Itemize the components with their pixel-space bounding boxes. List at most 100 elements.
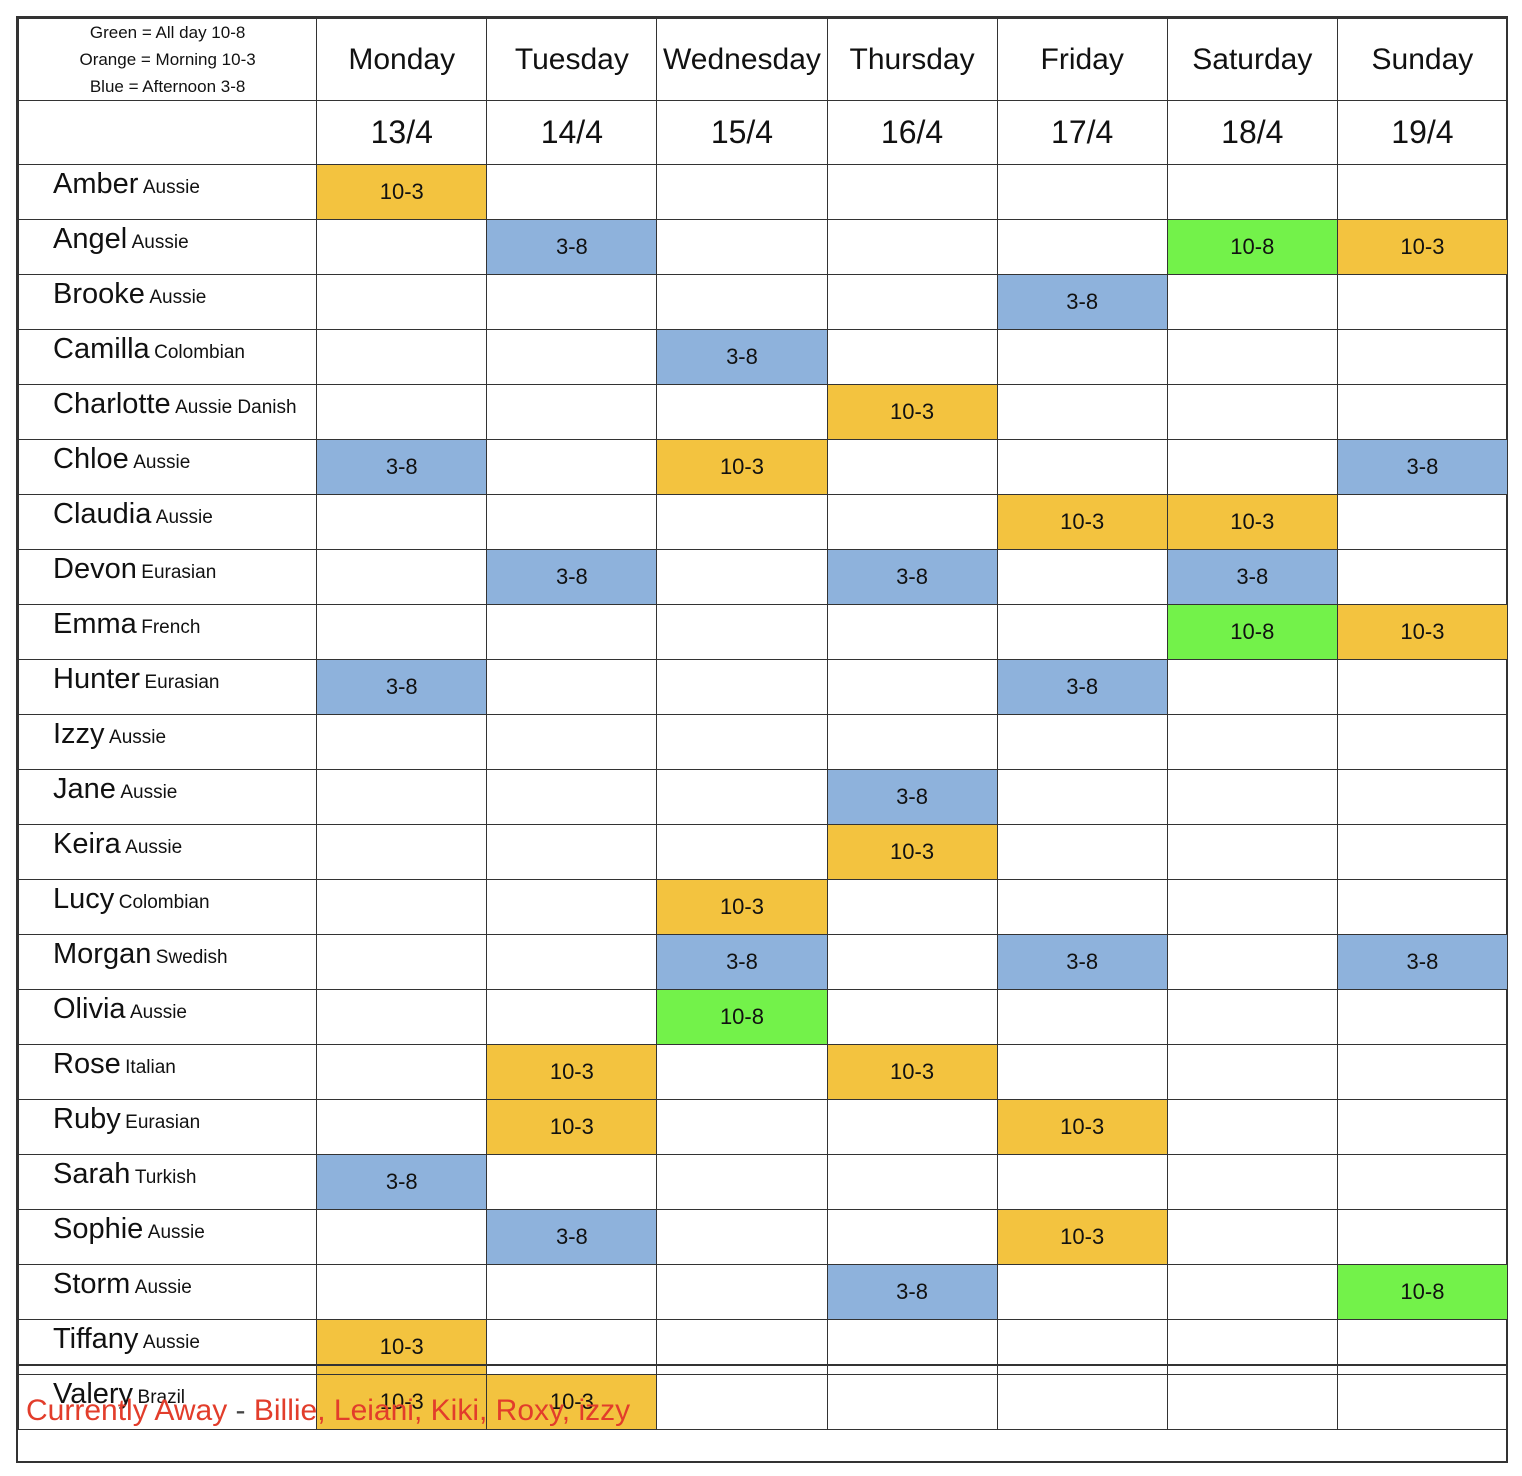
staff-row: Olivia Aussie 10-8	[17, 989, 1509, 1045]
staff-row: Chloe Aussie 3-8 10-3 3-8	[17, 439, 1509, 495]
staff-nationality: Italian	[125, 1057, 176, 1078]
staff-name: Camilla	[53, 333, 150, 365]
shift-cell-friday	[996, 549, 1168, 605]
shift-cell-sunday	[1336, 164, 1509, 220]
shift-cell-saturday	[1166, 769, 1338, 825]
shift-cell-monday: 3-8	[316, 439, 488, 495]
date-header-monday: 13/4	[316, 100, 488, 165]
shift-cell-wednesday	[656, 1209, 828, 1265]
shift-cell-saturday	[1166, 1209, 1338, 1265]
shift-cell-wednesday	[656, 494, 828, 550]
shift-cell-tuesday	[486, 439, 658, 495]
shift-cell-sunday	[1336, 879, 1509, 935]
shift-cell-sunday	[1336, 384, 1509, 440]
shift-cell-tuesday	[486, 934, 658, 990]
staff-nationality: Aussie	[155, 507, 213, 528]
staff-name: Angel	[53, 223, 128, 255]
staff-name: Emma	[53, 608, 137, 640]
shift-cell-wednesday	[656, 604, 828, 660]
staff-name-cell: Claudia Aussie	[17, 494, 318, 550]
away-label: Currently Away	[26, 1394, 228, 1427]
shift-cell-monday	[316, 1099, 488, 1155]
date-header-friday: 17/4	[996, 100, 1168, 165]
staff-name: Devon	[53, 553, 137, 585]
day-header-friday: Friday	[996, 18, 1168, 101]
shift-cell-friday	[996, 989, 1168, 1045]
staff-nationality: Aussie	[120, 782, 178, 803]
shift-cell-sunday	[1336, 274, 1509, 330]
shift-cell-friday	[996, 1154, 1168, 1210]
day-header-wednesday: Wednesday	[656, 18, 828, 101]
staff-nationality: Aussie	[134, 1277, 192, 1298]
shift-cell-friday: 10-3	[996, 1099, 1168, 1155]
staff-name: Chloe	[53, 443, 129, 475]
shift-cell-sunday	[1336, 659, 1509, 715]
shift-cell-thursday	[826, 219, 998, 275]
staff-nationality: Aussie	[131, 232, 189, 253]
shift-cell-friday	[996, 604, 1168, 660]
shift-cell-sunday	[1336, 1209, 1509, 1265]
staff-nationality: Eurasian	[125, 1112, 201, 1133]
shift-cell-friday	[996, 384, 1168, 440]
shift-cell-sunday: 10-8	[1336, 1264, 1509, 1320]
date-header-row: 13/4 14/4 15/4 16/4 17/4 18/4 19/4	[17, 100, 1509, 165]
shift-cell-wednesday: 3-8	[656, 329, 828, 385]
shift-cell-monday	[316, 274, 488, 330]
legend-blue: Blue = Afternoon 3-8	[89, 77, 246, 96]
date-header-sunday: 19/4	[1336, 100, 1509, 165]
staff-row: Angel Aussie 3-8 10-8 10-3	[17, 219, 1509, 275]
shift-cell-thursday	[826, 879, 998, 935]
away-separator: -	[227, 1394, 254, 1427]
legend-orange: Orange = Morning 10-3	[79, 50, 256, 69]
shift-cell-saturday	[1166, 439, 1338, 495]
staff-nationality: Colombian	[154, 342, 245, 363]
shift-cell-thursday	[826, 329, 998, 385]
shift-cell-sunday	[1336, 1099, 1509, 1155]
staff-row: Lucy Colombian 10-3	[17, 879, 1509, 935]
away-names: Billie, Leiani, Kiki, Roxy, izzy	[253, 1394, 631, 1427]
date-header-thursday: 16/4	[826, 100, 998, 165]
shift-cell-thursday	[826, 659, 998, 715]
shift-cell-wednesday	[656, 1044, 828, 1100]
staff-name-cell: Morgan Swedish	[17, 934, 318, 990]
roster-table: Green = All day 10-8 Orange = Morning 10…	[17, 18, 1509, 1430]
staff-name-cell: Jane Aussie	[17, 769, 318, 825]
staff-name-cell: Valery Brazil	[17, 1374, 318, 1430]
shift-cell-tuesday: 10-3	[486, 1099, 658, 1155]
shift-cell-tuesday	[486, 164, 658, 220]
shift-cell-wednesday: 10-8	[656, 989, 828, 1045]
shift-cell-saturday	[1166, 824, 1338, 880]
shift-cell-wednesday	[656, 824, 828, 880]
staff-name: Lucy	[53, 883, 115, 915]
shift-cell-thursday: 3-8	[826, 549, 998, 605]
shift-cell-thursday	[826, 934, 998, 990]
shift-cell-monday: 3-8	[316, 659, 488, 715]
staff-name-cell: Storm Aussie	[17, 1264, 318, 1320]
shift-cell-saturday: 3-8	[1166, 549, 1338, 605]
shift-cell-thursday	[826, 274, 998, 330]
shift-cell-tuesday	[486, 879, 658, 935]
staff-row: Sophie Aussie 3-8 10-3	[17, 1209, 1509, 1265]
staff-row: Claudia Aussie 10-3 10-3	[17, 494, 1509, 550]
footer-away: Currently Away - Billie, Leiani, Kiki, R…	[18, 1364, 1508, 1463]
shift-cell-thursday	[826, 439, 998, 495]
shift-cell-tuesday: 10-3	[486, 1374, 658, 1430]
staff-name-cell: Ruby Eurasian	[17, 1099, 318, 1155]
staff-name: Charlotte	[53, 388, 171, 420]
shift-cell-friday	[996, 1044, 1168, 1100]
staff-nationality: French	[141, 617, 201, 638]
shift-cell-tuesday	[486, 824, 658, 880]
staff-name: Jane	[53, 773, 116, 805]
shift-cell-tuesday	[486, 1264, 658, 1320]
staff-name: Hunter	[53, 663, 141, 695]
shift-cell-saturday: 10-3	[1166, 494, 1338, 550]
staff-nationality: Aussie	[142, 177, 200, 198]
shift-cell-friday: 3-8	[996, 934, 1168, 990]
staff-row: Izzy Aussie	[17, 714, 1509, 770]
shift-cell-monday	[316, 769, 488, 825]
shift-cell-saturday	[1166, 1264, 1338, 1320]
day-header-monday: Monday	[316, 18, 488, 101]
shift-cell-saturday	[1166, 989, 1338, 1045]
shift-cell-thursday: 10-3	[826, 384, 998, 440]
shift-cell-monday	[316, 384, 488, 440]
